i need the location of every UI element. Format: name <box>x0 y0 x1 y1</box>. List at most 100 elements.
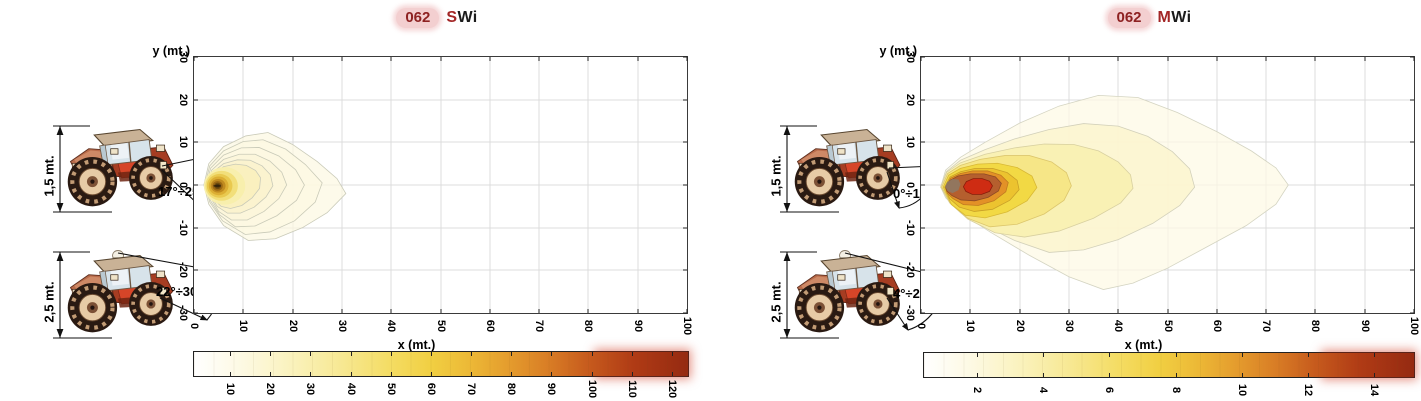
colorbar-tick-label: 2 <box>970 386 983 394</box>
grid-line <box>921 269 1414 271</box>
x-tick-label: 30 <box>1062 319 1075 333</box>
y-tick-label: -30 <box>904 305 916 321</box>
x-tick-label: 0 <box>915 322 927 330</box>
tick-mark <box>341 57 343 61</box>
colorbar-tick <box>591 372 593 376</box>
x-tick-label: 70 <box>533 319 546 333</box>
tick-mark <box>1019 57 1021 61</box>
tick-mark <box>1167 57 1168 61</box>
colorbar-mwi: 2 4 6 8 10 12 14 <box>923 352 1415 396</box>
colorbar-tick-label: 100 <box>585 379 598 399</box>
colorbar-tick-label: 70 <box>465 382 478 396</box>
colorbar-tick-label: 10 <box>224 382 237 396</box>
tick-mark <box>1117 309 1119 313</box>
colorbar-tick <box>471 372 473 376</box>
colorbar-tick-label: 10 <box>1235 383 1248 397</box>
colorbar-tick <box>350 372 352 376</box>
colorbar-tick-label: 14 <box>1368 383 1381 397</box>
colorbar-tick <box>310 352 312 356</box>
x-tick-label: 100 <box>1408 316 1420 336</box>
tick-mark <box>1019 309 1021 313</box>
tick-mark <box>242 57 244 61</box>
x-axis-label: x (mt.) <box>397 338 436 352</box>
tick-mark <box>538 57 540 61</box>
tick-mark <box>1265 309 1267 313</box>
colorbar-swi: 10 20 30 40 50 60 70 80 90 100 110 120 <box>193 351 689 398</box>
tick-mark <box>921 184 925 186</box>
tick-mark <box>194 312 198 314</box>
colorbar-tick-label: 4 <box>1037 386 1050 394</box>
colorbar-tick <box>976 373 978 377</box>
mount-height-label: 2,5 mt. <box>768 281 784 323</box>
product-title: 062 MWi <box>903 6 1396 30</box>
tick-mark <box>194 184 198 186</box>
tractor-figure-mount-2-5m: 2,5 mt. 22°÷30° <box>40 242 240 352</box>
colorbar-tick <box>1374 353 1376 357</box>
tick-mark <box>921 227 925 229</box>
colorbar-tick <box>1043 353 1045 357</box>
x-tick-label: 30 <box>335 319 348 333</box>
colorbar-tick <box>511 352 513 356</box>
tick-mark <box>194 227 198 229</box>
tick-mark <box>1068 309 1070 313</box>
colorbar-tick-label: 6 <box>1103 386 1116 394</box>
tick-mark <box>1167 309 1168 313</box>
colorbar-tick <box>1241 373 1243 377</box>
grid-line <box>194 269 687 271</box>
model-name: SWi <box>446 9 477 27</box>
grid-line <box>194 184 687 186</box>
tick-mark <box>292 309 294 313</box>
tick-mark <box>683 141 687 143</box>
colorbar-tick <box>310 372 312 376</box>
x-tick-label: 70 <box>1260 319 1273 333</box>
colorbar-tick <box>511 372 513 376</box>
beam-contours <box>194 57 687 313</box>
colorbar-tick <box>631 372 633 376</box>
tick-mark <box>683 269 687 271</box>
tick-mark <box>242 309 244 313</box>
colorbar-tick <box>270 352 272 356</box>
tick-mark <box>489 309 491 313</box>
tick-mark <box>1413 57 1415 61</box>
tick-mark <box>683 56 687 58</box>
tick-mark <box>1364 309 1366 313</box>
tick-mark <box>1216 309 1218 313</box>
colorbar-tick <box>591 352 593 356</box>
tick-mark <box>637 309 639 313</box>
x-tick-label: 20 <box>1013 319 1026 333</box>
y-tick-label: -10 <box>177 219 189 236</box>
x-tick-label: 80 <box>1309 319 1322 333</box>
colorbar-tick <box>270 372 272 376</box>
y-tick-label: 30 <box>904 50 916 64</box>
tick-mark <box>1265 57 1267 61</box>
tick-mark <box>920 57 922 61</box>
product-title: 062 SWi <box>190 6 684 30</box>
tick-mark <box>686 57 688 61</box>
y-tick-label: 10 <box>904 136 916 149</box>
colorbar-tick-label: 120 <box>665 379 678 399</box>
colorbar-tick <box>976 353 978 357</box>
colorbar-tick <box>430 372 432 376</box>
axis-ticks <box>193 56 688 314</box>
x-tick-label: 0 <box>188 322 200 330</box>
colorbar-tick <box>390 352 392 356</box>
product-code-badge: 062 <box>1107 8 1151 28</box>
x-tick-label: 90 <box>631 319 644 333</box>
colorbar-tick <box>390 372 392 376</box>
x-tick-label: 100 <box>681 316 693 336</box>
tick-mark <box>1068 57 1070 61</box>
colorbar-tick <box>1241 353 1243 357</box>
axis-ticks <box>920 56 1415 314</box>
model-rest: Wi <box>457 9 478 26</box>
y-tick-label: -20 <box>177 262 189 279</box>
colorbar-tick-label: 50 <box>384 382 397 396</box>
tick-mark <box>440 57 441 61</box>
tick-mark <box>637 57 639 61</box>
colorbar-gradient <box>924 353 1414 377</box>
y-tick-label: 20 <box>177 93 189 106</box>
colorbar-tick-label: 8 <box>1169 386 1182 394</box>
x-tick-label: 90 <box>1358 319 1371 333</box>
tick-mark <box>194 99 198 101</box>
tractor-illustration <box>780 242 947 339</box>
y-tick-label: 30 <box>177 50 189 64</box>
